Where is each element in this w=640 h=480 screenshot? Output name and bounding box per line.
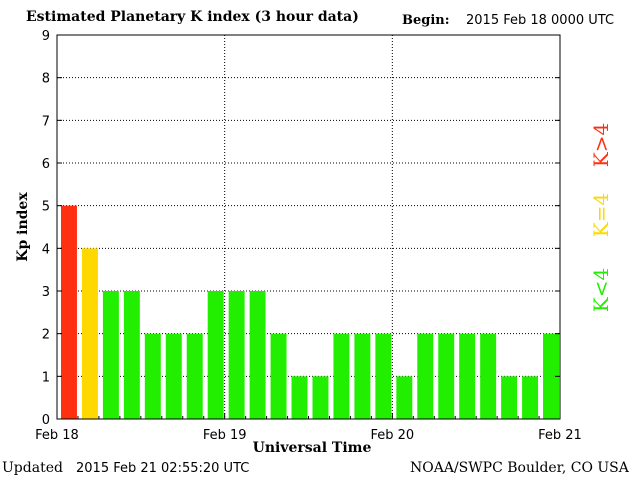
- kp-bar: [207, 291, 224, 419]
- y-axis-title: Kp index: [15, 192, 31, 262]
- kp-bar: [61, 205, 77, 419]
- updated-label: Updated: [2, 460, 63, 476]
- x-tick-label: Feb 21: [538, 428, 582, 443]
- kp-bar: [543, 333, 559, 419]
- kp-bar: [522, 376, 539, 419]
- legend-entry: K<4: [589, 268, 613, 312]
- kp-bar: [438, 333, 455, 419]
- y-tick-label: 3: [42, 285, 50, 300]
- y-tick-label: 1: [42, 370, 50, 385]
- legend-entry: K=4: [589, 193, 613, 237]
- x-axis-title: Universal Time: [253, 440, 372, 456]
- kp-bar: [186, 333, 203, 419]
- updated-value: 2015 Feb 21 02:55:20 UTC: [76, 461, 250, 476]
- x-tick-label: Feb 18: [35, 428, 79, 443]
- kp-bar: [81, 248, 98, 419]
- source-credit: NOAA/SWPC Boulder, CO USA: [410, 460, 629, 476]
- y-tick-label: 9: [42, 29, 50, 44]
- kp-bar: [396, 376, 413, 419]
- x-ticks: Feb 18 Feb 19 Feb 20 Feb 21: [35, 413, 582, 443]
- begin-label: Begin:: [402, 13, 450, 28]
- kp-bar: [312, 376, 329, 419]
- kp-bar: [354, 333, 371, 419]
- y-tick-label: 7: [42, 114, 50, 129]
- y-tick-label: 0: [42, 413, 50, 428]
- y-tick-label: 4: [42, 242, 50, 257]
- kp-bar: [333, 333, 350, 419]
- x-tick-label: Feb 20: [370, 428, 414, 443]
- kp-bar: [249, 291, 266, 419]
- y-tick-label: 2: [42, 328, 50, 343]
- kp-bar: [375, 333, 392, 419]
- kp-bar: [165, 333, 182, 419]
- begin-value: 2015 Feb 18 0000 UTC: [466, 13, 615, 28]
- kp-bar: [501, 376, 518, 419]
- kp-bar: [291, 376, 308, 419]
- x-tick-label: Feb 19: [203, 428, 247, 443]
- y-ticks: 0 1 2 3 4 5 6 7 8 9: [42, 29, 560, 428]
- y-tick-label: 5: [42, 200, 50, 215]
- grid: [57, 35, 560, 419]
- chart-title: Estimated Planetary K index (3 hour data…: [26, 9, 359, 25]
- legend: K>4 K=4 K<4: [589, 123, 613, 312]
- kp-bar: [123, 291, 140, 419]
- y-tick-label: 6: [42, 157, 50, 172]
- kp-bar: [228, 291, 245, 419]
- legend-entry: K>4: [589, 123, 613, 167]
- kp-bar: [480, 333, 497, 419]
- kp-bar: [144, 333, 161, 419]
- kp-bar: [102, 291, 119, 419]
- kp-bar: [270, 333, 287, 419]
- kp-bar: [459, 333, 476, 419]
- y-tick-label: 8: [42, 72, 50, 87]
- kp-bar: [417, 333, 434, 419]
- bars: [61, 205, 559, 419]
